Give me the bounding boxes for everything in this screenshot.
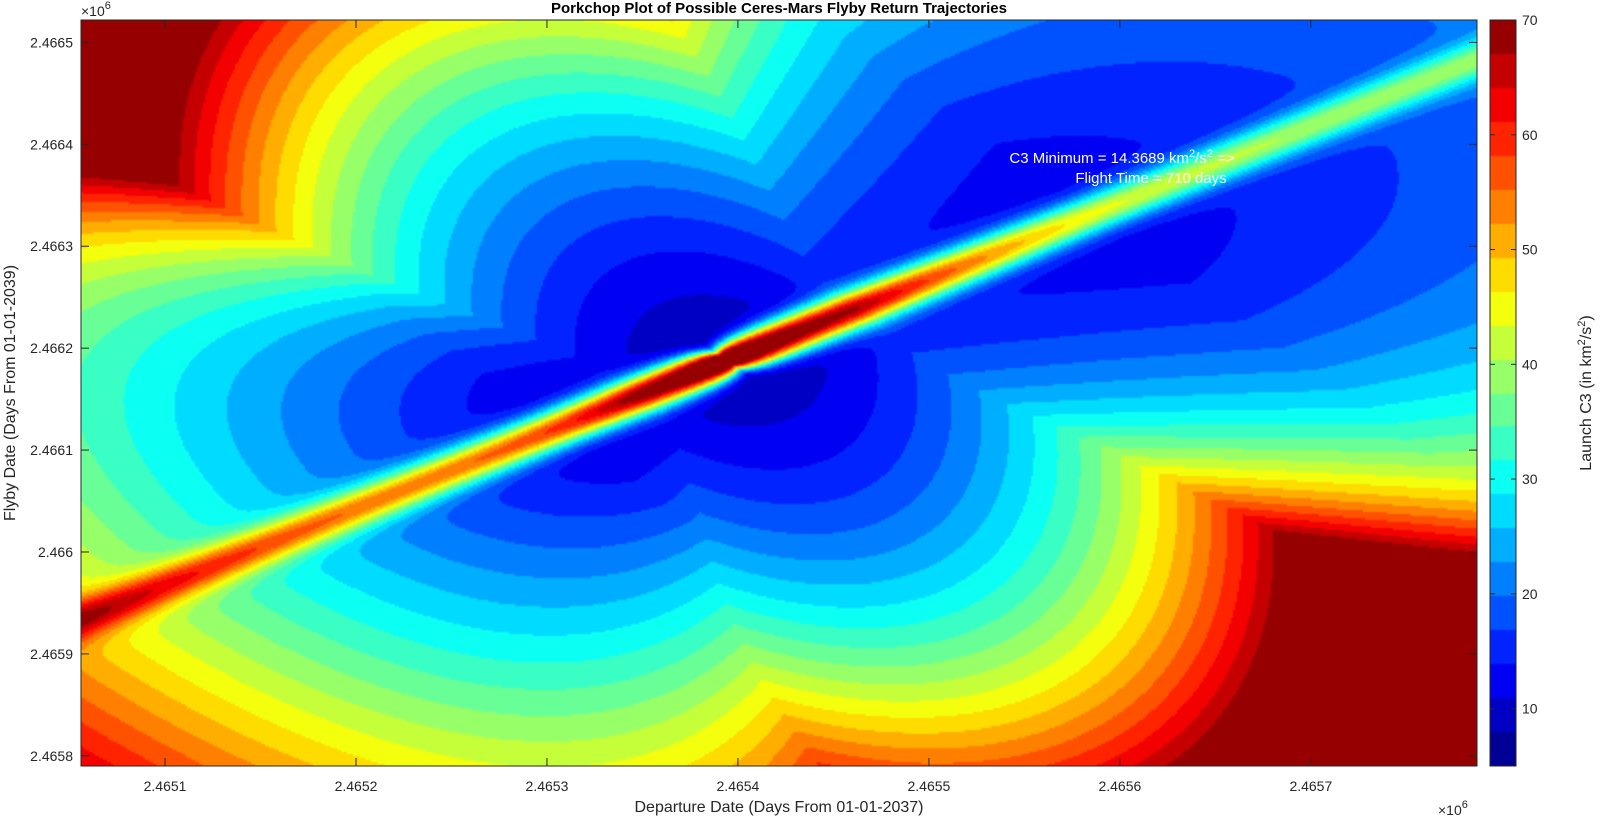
colorbar-tick-label: 10 [1522,701,1538,717]
colorbar-gradient [1490,20,1516,766]
minimum-annotation-line2: Flight Time = 710 days [1075,170,1226,187]
x-axis-exponent: ×106 [1438,799,1468,818]
y-tick-label: 2.4661 [30,442,73,458]
colorbar-tick-label: 40 [1522,356,1538,372]
colorbar-tick-label: 60 [1522,127,1538,143]
plot-area-border [80,19,1478,767]
y-tick-label: 2.466 [38,544,73,560]
x-tick-label: 2.4656 [1098,778,1141,794]
colorbar-tick-label: 20 [1522,586,1538,602]
x-axis-ticks: 2.4651 2.4652 2.4653 2.4654 2.4655 2.4656 2.46… [144,20,1332,794]
colorbar-tick-label: 30 [1522,471,1538,487]
colorbar-label: Launch C3 (in km2/s2) [1576,315,1595,470]
y-tick-label: 2.4662 [30,340,73,356]
colorbar-ticks: 10 20 30 40 50 60 70 [1490,12,1538,717]
minimum-annotation-line1: C3 Minimum = 14.3689 km2/s2 => [1009,148,1235,167]
x-axis-label: Departure Date (Days From 01-01-2037) [634,799,923,816]
y-axis-label: Flyby Date (Days From 01-01-2039) [2,265,19,521]
y-axis-ticks: 2.4658 2.4659 2.466 2.4661 2.4662 2.4663 2.466… [30,34,1477,764]
chart-title: Porkchop Plot of Possible Ceres-Mars Fly… [551,0,1007,17]
colorbar: 10 20 30 40 50 60 70 Launch C3 (in km2/s2) [1489,12,1595,767]
x-tick-label: 2.4653 [526,778,569,794]
y-axis-exponent: ×106 [81,0,111,19]
y-tick-label: 2.4665 [30,34,73,50]
y-tick-label: 2.4664 [30,136,73,152]
x-tick-label: 2.4654 [717,778,760,794]
colorbar-border [1489,19,1517,767]
y-tick-label: 2.4659 [30,646,73,662]
y-tick-label: 2.4663 [30,238,73,254]
c3-contour-field [81,20,1477,766]
colorbar-tick-label: 70 [1522,12,1538,28]
x-tick-label: 2.4657 [1289,778,1332,794]
y-tick-label: 2.4658 [30,748,73,764]
x-tick-label: 2.4651 [144,778,187,794]
x-tick-label: 2.4652 [335,778,378,794]
x-tick-label: 2.4655 [907,778,950,794]
colorbar-tick-label: 50 [1522,242,1538,258]
